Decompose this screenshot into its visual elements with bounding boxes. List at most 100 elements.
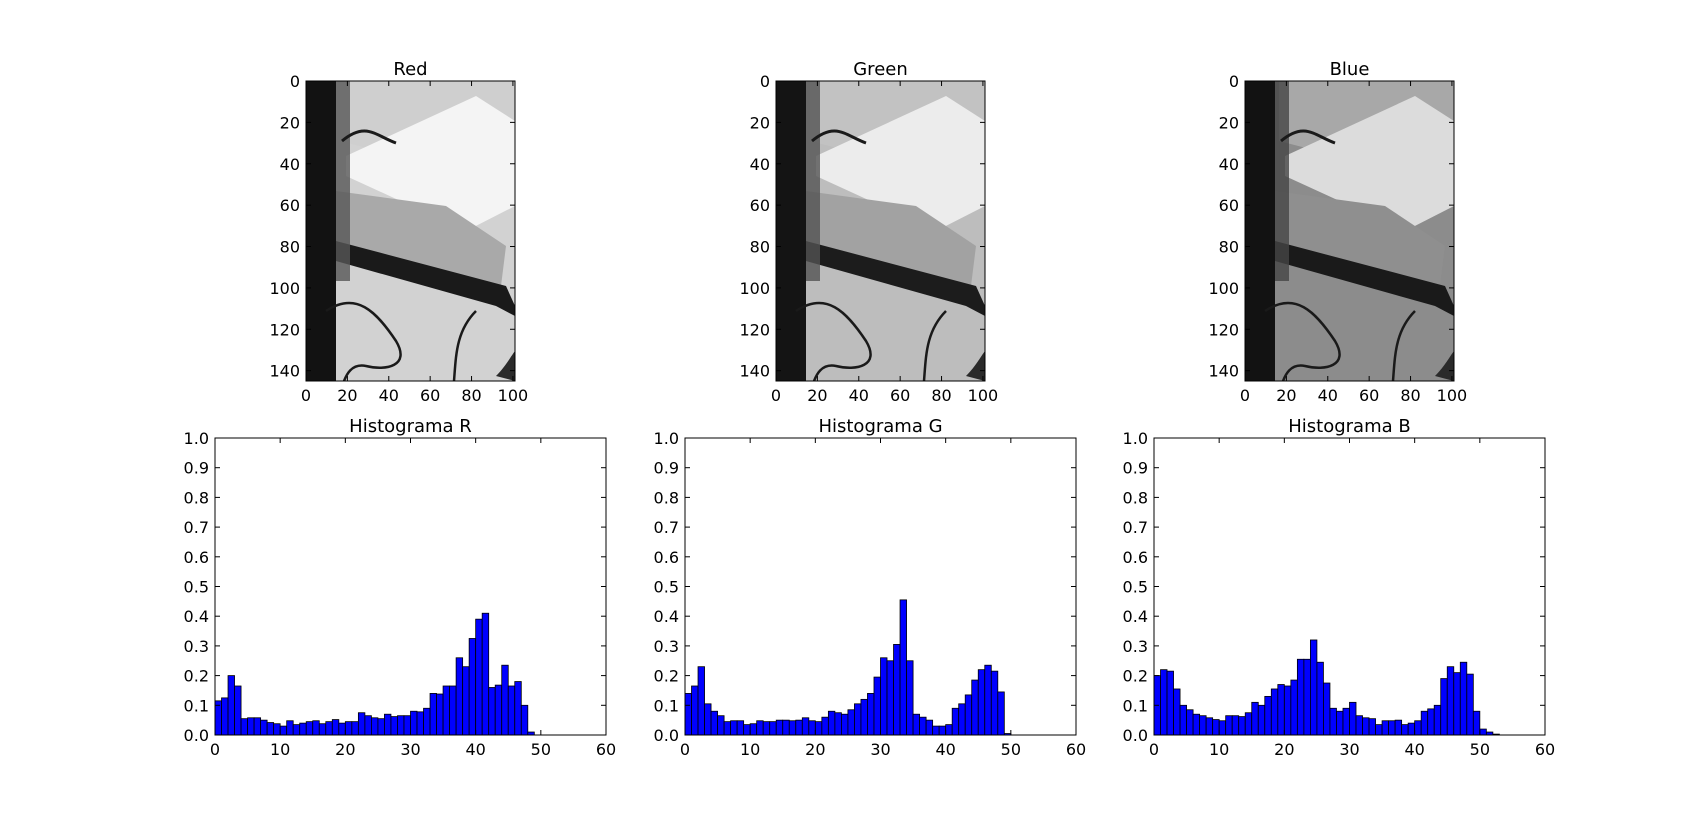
image-cable-upper <box>341 129 397 145</box>
histogram-bar <box>266 722 275 736</box>
histogram-bar <box>1479 728 1487 736</box>
histogram-bar <box>1440 678 1448 736</box>
histogram-bar <box>704 703 712 736</box>
histogram-bar <box>925 719 934 736</box>
x-tick-label: 20 <box>335 740 355 759</box>
histogram-bar <box>893 644 901 736</box>
histogram-bar <box>436 693 444 736</box>
histogram-title: Histograma R <box>349 416 472 437</box>
y-tick-label: 0.1 <box>184 696 209 715</box>
histogram-bar <box>449 685 457 736</box>
histogram-bar <box>214 700 222 736</box>
histogram-bar <box>1427 708 1435 736</box>
x-tick-label: 0 <box>210 740 220 759</box>
image-book-stack <box>806 191 976 286</box>
y-tick-label: 120 <box>1208 320 1239 339</box>
histogram-bar <box>292 724 301 736</box>
histogram-bar <box>1199 715 1207 736</box>
y-tick-label: 0.7 <box>654 518 679 537</box>
y-tick-label: 0.7 <box>184 518 209 537</box>
histogram-bar <box>299 722 307 736</box>
y-tick-label: 80 <box>280 238 300 257</box>
histogram-bar <box>899 599 907 736</box>
histogram-bar <box>312 720 320 736</box>
histogram-bar <box>488 687 496 736</box>
histogram-bar <box>429 693 437 736</box>
histogram-title: Histograma B <box>1288 416 1410 437</box>
x-tick-label: 0 <box>1240 386 1250 405</box>
x-tick-label: 0 <box>771 386 781 405</box>
y-tick-label: 140 <box>269 362 300 381</box>
histogram-bar <box>756 720 764 736</box>
histogram-bar <box>932 725 940 736</box>
image-book-stack <box>336 191 506 286</box>
histogram-bar <box>507 685 516 736</box>
y-tick-label: 0.1 <box>1123 696 1148 715</box>
histogram-bar <box>1309 639 1318 736</box>
histogram-bar <box>1225 715 1233 736</box>
x-tick-label: 40 <box>1318 386 1338 405</box>
y-tick-label: 0.6 <box>654 548 679 567</box>
histogram-bar <box>344 721 353 736</box>
y-tick-label: 20 <box>1219 113 1239 132</box>
y-tick-label: 0.2 <box>1123 667 1148 686</box>
image-title: Blue <box>1330 59 1370 80</box>
histogram-bar <box>240 718 248 736</box>
histogram-bar <box>1257 704 1266 736</box>
y-tick-label: 0 <box>760 72 770 91</box>
y-tick-label: 60 <box>280 196 300 215</box>
image-title: Green <box>853 59 908 80</box>
histogram-bar <box>1303 658 1311 736</box>
y-tick-label: 0.6 <box>1123 548 1148 567</box>
histogram-bar <box>253 717 262 736</box>
y-tick-label: 0.3 <box>654 637 679 656</box>
histogram-bar <box>730 720 738 736</box>
histogram-bar <box>1453 672 1461 736</box>
histogram-bar <box>1283 685 1292 736</box>
histogram-bar <box>1414 720 1422 736</box>
histogram-bar <box>1244 712 1253 736</box>
image-pole <box>776 81 806 381</box>
histogram-bar <box>1407 722 1416 736</box>
y-tick-label: 60 <box>1219 196 1239 215</box>
histogram-bar <box>397 715 405 736</box>
image-corner-dark <box>1435 351 1454 381</box>
histogram-title: Histograma G <box>818 416 942 437</box>
histogram-bar <box>403 715 411 736</box>
y-tick-label: 60 <box>750 196 770 215</box>
y-tick-label: 20 <box>280 113 300 132</box>
x-tick-label: 100 <box>498 386 529 405</box>
x-tick-label: 40 <box>849 386 869 405</box>
x-tick-label: 60 <box>1359 386 1379 405</box>
histogram-bar <box>867 693 875 736</box>
y-tick-label: 0.3 <box>184 637 209 656</box>
image-cable-left <box>325 301 402 381</box>
y-tick-label: 0.4 <box>654 607 679 626</box>
histogram-bar <box>984 664 992 736</box>
histogram-bar <box>1264 695 1272 736</box>
histogram-bar <box>906 660 914 736</box>
histogram-bar <box>1173 688 1181 736</box>
y-tick-label: 100 <box>269 279 300 298</box>
y-tick-label: 140 <box>1208 362 1239 381</box>
histogram-bar <box>919 716 927 736</box>
x-tick-label: 10 <box>270 740 290 759</box>
histogram-bar <box>886 660 894 736</box>
histogram-bar <box>1355 715 1363 736</box>
x-tick-label: 80 <box>461 386 481 405</box>
y-tick-label: 40 <box>1219 155 1239 174</box>
x-tick-label: 80 <box>1400 386 1420 405</box>
histogram-bar <box>938 725 947 736</box>
histogram-bar <box>951 707 960 736</box>
histogram-bar <box>834 712 842 736</box>
histogram-bar <box>788 720 797 736</box>
histogram-bar <box>455 657 464 736</box>
image-frame <box>305 80 516 382</box>
y-tick-label: 0.4 <box>184 607 209 626</box>
histogram-bar <box>1381 720 1389 736</box>
histogram-bar <box>997 691 1005 736</box>
histogram-bar <box>475 618 483 736</box>
y-tick-label: 0.0 <box>184 726 209 745</box>
histogram-bar <box>1296 658 1305 736</box>
